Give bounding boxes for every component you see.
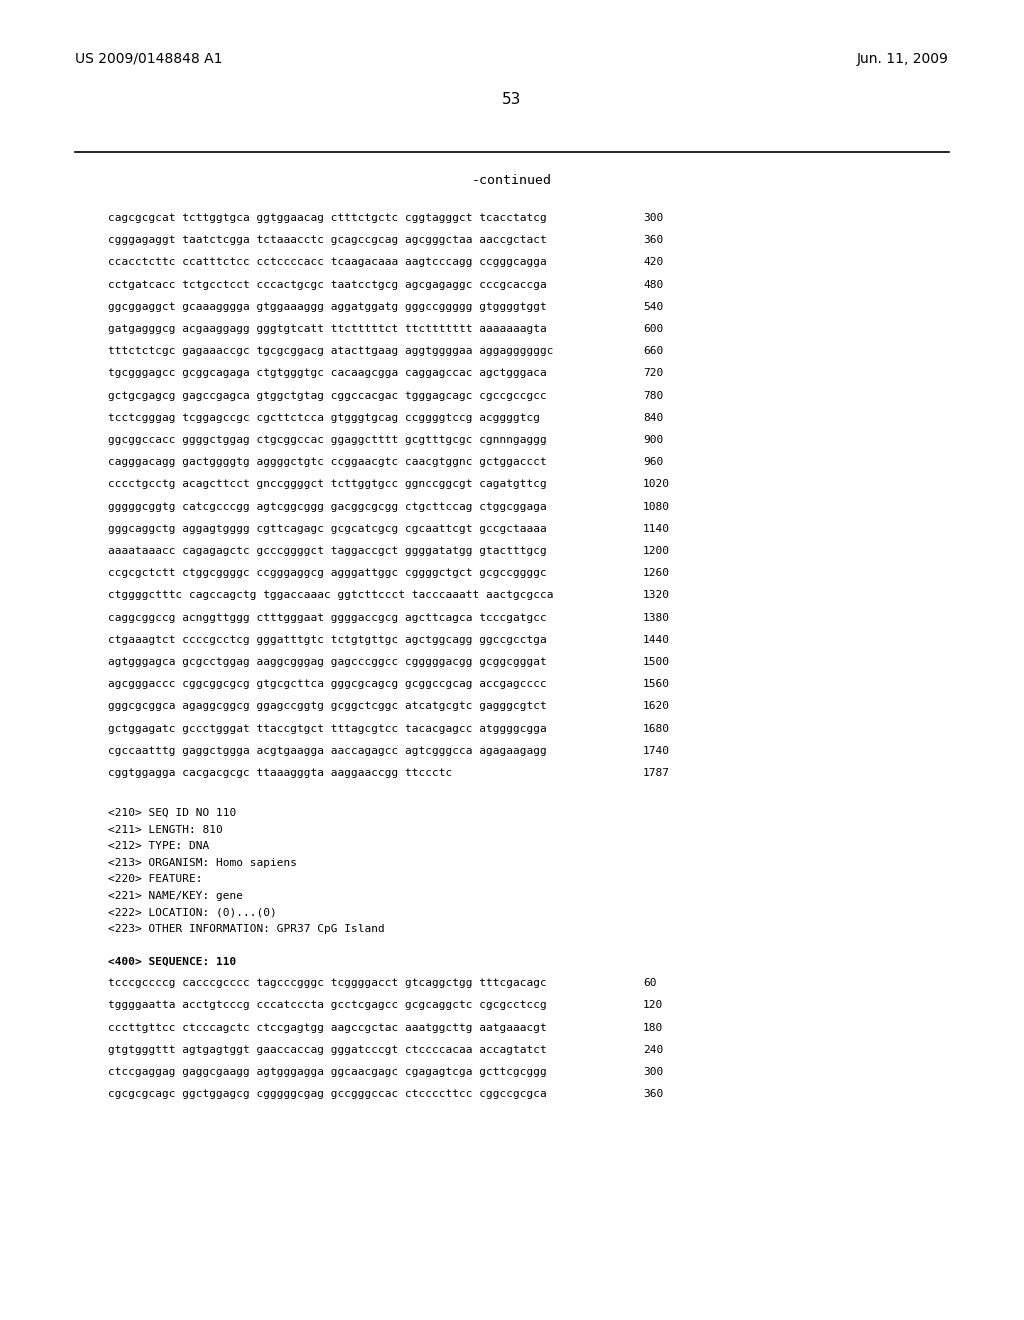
Text: gtgtgggttt agtgagtggt gaaccaccag gggatcccgt ctccccacaa accagtatct: gtgtgggttt agtgagtggt gaaccaccag gggatcc…	[108, 1045, 547, 1055]
Text: 660: 660	[643, 346, 664, 356]
Text: 840: 840	[643, 413, 664, 422]
Text: 1740: 1740	[643, 746, 670, 756]
Text: agcgggaccc cggcggcgcg gtgcgcttca gggcgcagcg gcggccgcag accgagcccc: agcgggaccc cggcggcgcg gtgcgcttca gggcgca…	[108, 680, 547, 689]
Text: 360: 360	[643, 235, 664, 246]
Text: <220> FEATURE:: <220> FEATURE:	[108, 874, 203, 884]
Text: cagggacagg gactggggtg aggggctgtc ccggaacgtc caacgtggnc gctggaccct: cagggacagg gactggggtg aggggctgtc ccggaac…	[108, 457, 547, 467]
Text: -continued: -continued	[472, 174, 552, 187]
Text: 60: 60	[643, 978, 656, 989]
Text: <400> SEQUENCE: 110: <400> SEQUENCE: 110	[108, 956, 237, 966]
Text: cctgatcacc tctgcctcct cccactgcgc taatcctgcg agcgagaggc cccgcaccga: cctgatcacc tctgcctcct cccactgcgc taatcct…	[108, 280, 547, 289]
Text: cccctgcctg acagcttcct gnccggggct tcttggtgcc ggnccggcgt cagatgttcg: cccctgcctg acagcttcct gnccggggct tcttggt…	[108, 479, 547, 490]
Text: ccacctcttc ccatttctcc cctccccacc tcaagacaaa aagtcccagg ccgggcagga: ccacctcttc ccatttctcc cctccccacc tcaagac…	[108, 257, 547, 268]
Text: 900: 900	[643, 436, 664, 445]
Text: gctgcgagcg gagccgagca gtggctgtag cggccacgac tgggagcagc cgccgccgcc: gctgcgagcg gagccgagca gtggctgtag cggccac…	[108, 391, 547, 400]
Text: cgccaatttg gaggctggga acgtgaagga aaccagagcc agtcgggcca agagaagagg: cgccaatttg gaggctggga acgtgaagga aaccaga…	[108, 746, 547, 756]
Text: 720: 720	[643, 368, 664, 379]
Text: 1260: 1260	[643, 568, 670, 578]
Text: 240: 240	[643, 1045, 664, 1055]
Text: 1080: 1080	[643, 502, 670, 512]
Text: gggcaggctg aggagtgggg cgttcagagc gcgcatcgcg cgcaattcgt gccgctaaaa: gggcaggctg aggagtgggg cgttcagagc gcgcatc…	[108, 524, 547, 533]
Text: tcccgccccg cacccgcccc tagcccgggc tcggggacct gtcaggctgg tttcgacagc: tcccgccccg cacccgcccc tagcccgggc tcgggga…	[108, 978, 547, 989]
Text: 1787: 1787	[643, 768, 670, 777]
Text: Jun. 11, 2009: Jun. 11, 2009	[857, 51, 949, 66]
Text: 1560: 1560	[643, 680, 670, 689]
Text: US 2009/0148848 A1: US 2009/0148848 A1	[75, 51, 222, 66]
Text: 1200: 1200	[643, 546, 670, 556]
Text: gggggcggtg catcgcccgg agtcggcggg gacggcgcgg ctgcttccag ctggcggaga: gggggcggtg catcgcccgg agtcggcggg gacggcg…	[108, 502, 547, 512]
Text: <210> SEQ ID NO 110: <210> SEQ ID NO 110	[108, 808, 237, 818]
Text: 540: 540	[643, 302, 664, 312]
Text: 120: 120	[643, 1001, 664, 1010]
Text: 1320: 1320	[643, 590, 670, 601]
Text: ggcggccacc ggggctggag ctgcggccac ggaggctttt gcgtttgcgc cgnnngaggg: ggcggccacc ggggctggag ctgcggccac ggaggct…	[108, 436, 547, 445]
Text: caggcggccg acnggttggg ctttgggaat ggggaccgcg agcttcagca tcccgatgcc: caggcggccg acnggttggg ctttgggaat ggggacc…	[108, 612, 547, 623]
Text: 53: 53	[503, 92, 521, 107]
Text: agtgggagca gcgcctggag aaggcgggag gagcccggcc cgggggacgg gcggcgggat: agtgggagca gcgcctggag aaggcgggag gagcccg…	[108, 657, 547, 667]
Text: 1140: 1140	[643, 524, 670, 533]
Text: cggtggagga cacgacgcgc ttaaagggta aaggaaccgg ttccctc: cggtggagga cacgacgcgc ttaaagggta aaggaac…	[108, 768, 453, 777]
Text: <222> LOCATION: (0)...(0): <222> LOCATION: (0)...(0)	[108, 907, 276, 917]
Text: 780: 780	[643, 391, 664, 400]
Text: <223> OTHER INFORMATION: GPR37 CpG Island: <223> OTHER INFORMATION: GPR37 CpG Islan…	[108, 924, 385, 933]
Text: 480: 480	[643, 280, 664, 289]
Text: <212> TYPE: DNA: <212> TYPE: DNA	[108, 841, 209, 851]
Text: cgcgcgcagc ggctggagcg cgggggcgag gccgggccac ctccccttcc cggccgcgca: cgcgcgcagc ggctggagcg cgggggcgag gccgggc…	[108, 1089, 547, 1100]
Text: 420: 420	[643, 257, 664, 268]
Text: 1440: 1440	[643, 635, 670, 644]
Text: 360: 360	[643, 1089, 664, 1100]
Text: gctggagatc gccctgggat ttaccgtgct tttagcgtcc tacacgagcc atggggcgga: gctggagatc gccctgggat ttaccgtgct tttagcg…	[108, 723, 547, 734]
Text: <221> NAME/KEY: gene: <221> NAME/KEY: gene	[108, 891, 243, 900]
Text: 1020: 1020	[643, 479, 670, 490]
Text: tgcgggagcc gcggcagaga ctgtgggtgc cacaagcgga caggagccac agctgggaca: tgcgggagcc gcggcagaga ctgtgggtgc cacaagc…	[108, 368, 547, 379]
Text: ctgaaagtct ccccgcctcg gggatttgtc tctgtgttgc agctggcagg ggccgcctga: ctgaaagtct ccccgcctcg gggatttgtc tctgtgt…	[108, 635, 547, 644]
Text: 300: 300	[643, 213, 664, 223]
Text: cgggagaggt taatctcgga tctaaacctc gcagccgcag agcgggctaa aaccgctact: cgggagaggt taatctcgga tctaaacctc gcagccg…	[108, 235, 547, 246]
Text: aaaataaacc cagagagctc gcccggggct taggaccgct ggggatatgg gtactttgcg: aaaataaacc cagagagctc gcccggggct taggacc…	[108, 546, 547, 556]
Text: 1680: 1680	[643, 723, 670, 734]
Text: 300: 300	[643, 1067, 664, 1077]
Text: 1380: 1380	[643, 612, 670, 623]
Text: 1500: 1500	[643, 657, 670, 667]
Text: tcctcgggag tcggagccgc cgcttctcca gtgggtgcag ccggggtccg acggggtcg: tcctcgggag tcggagccgc cgcttctcca gtgggtg…	[108, 413, 540, 422]
Text: <213> ORGANISM: Homo sapiens: <213> ORGANISM: Homo sapiens	[108, 858, 297, 867]
Text: cccttgttcc ctcccagctc ctccgagtgg aagccgctac aaatggcttg aatgaaacgt: cccttgttcc ctcccagctc ctccgagtgg aagccgc…	[108, 1023, 547, 1032]
Text: gatgagggcg acgaaggagg gggtgtcatt ttctttttct ttcttttttt aaaaaaagta: gatgagggcg acgaaggagg gggtgtcatt ttctttt…	[108, 323, 547, 334]
Text: ctggggctttc cagccagctg tggaccaaac ggtcttccct tacccaaatt aactgcgcca: ctggggctttc cagccagctg tggaccaaac ggtctt…	[108, 590, 554, 601]
Text: <211> LENGTH: 810: <211> LENGTH: 810	[108, 825, 223, 834]
Text: 1620: 1620	[643, 701, 670, 711]
Text: 180: 180	[643, 1023, 664, 1032]
Text: 960: 960	[643, 457, 664, 467]
Text: ctccgaggag gaggcgaagg agtgggagga ggcaacgagc cgagagtcga gcttcgcggg: ctccgaggag gaggcgaagg agtgggagga ggcaacg…	[108, 1067, 547, 1077]
Text: 600: 600	[643, 323, 664, 334]
Text: cagcgcgcat tcttggtgca ggtggaacag ctttctgctc cggtagggct tcacctatcg: cagcgcgcat tcttggtgca ggtggaacag ctttctg…	[108, 213, 547, 223]
Text: ggcggaggct gcaaagggga gtggaaaggg aggatggatg gggccggggg gtggggtggt: ggcggaggct gcaaagggga gtggaaaggg aggatgg…	[108, 302, 547, 312]
Text: tttctctcgc gagaaaccgc tgcgcggacg atacttgaag aggtggggaa aggaggggggc: tttctctcgc gagaaaccgc tgcgcggacg atacttg…	[108, 346, 554, 356]
Text: ccgcgctctt ctggcggggc ccgggaggcg agggattggc cggggctgct gcgccggggc: ccgcgctctt ctggcggggc ccgggaggcg agggatt…	[108, 568, 547, 578]
Text: gggcgcggca agaggcggcg ggagccggtg gcggctcggc atcatgcgtc gagggcgtct: gggcgcggca agaggcggcg ggagccggtg gcggctc…	[108, 701, 547, 711]
Text: tggggaatta acctgtcccg cccatcccta gcctcgagcc gcgcaggctc cgcgcctccg: tggggaatta acctgtcccg cccatcccta gcctcga…	[108, 1001, 547, 1010]
